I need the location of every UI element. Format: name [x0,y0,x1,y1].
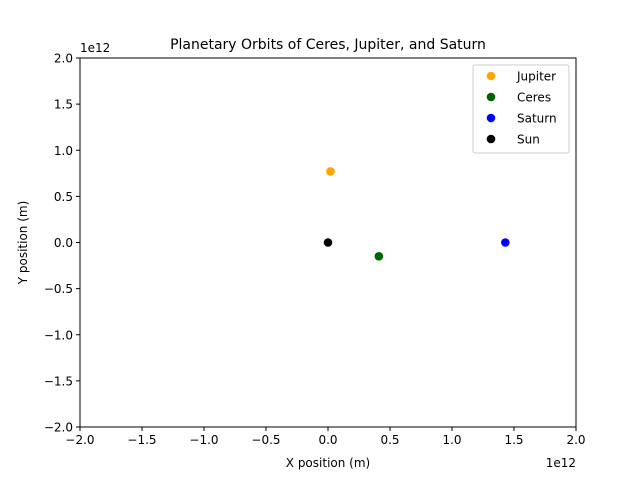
y-tick-label: 0.5 [54,190,73,204]
y-axis-label: Y position (m) [16,201,30,286]
legend: Jupiter Ceres Saturn Sun [472,64,570,154]
x-tick-label: 1.5 [504,433,523,447]
x-axis-label: X position (m) [286,456,370,470]
legend-label: Jupiter [516,70,556,84]
y-offset-label: 1e12 [80,41,110,55]
x-tick-label: −0.5 [251,433,280,447]
y-tick-label: 1.5 [54,98,73,112]
y-axis: −2.0 −1.5 −1.0 −0.5 0.0 0.5 1.0 1.5 2.0 [44,52,80,435]
y-tick-label: −0.5 [44,282,73,296]
x-tick-label: 0.0 [318,433,337,447]
data-point-ceres [374,252,384,261]
x-offset-label: 1e12 [546,456,576,470]
data-point-jupiter [326,167,335,176]
data-layer [323,167,510,261]
x-axis: −2.0 −1.5 −1.0 −0.5 0.0 0.5 1.0 1.5 2.0 [65,427,586,447]
y-tick-label: 0.0 [54,236,73,250]
legend-marker-saturn [486,113,496,123]
x-tick-label: 0.5 [380,433,399,447]
legend-marker-ceres [486,92,496,102]
legend-marker-jupiter [486,71,496,81]
y-tick-label: −1.5 [44,374,73,388]
chart-title: Planetary Orbits of Ceres, Jupiter, and … [170,37,486,53]
x-tick-label: 2.0 [566,433,585,447]
x-tick-label: 1.0 [442,433,461,447]
legend-label: Saturn [517,112,557,126]
y-tick-label: −2.0 [44,421,73,435]
legend-label: Ceres [517,91,551,105]
y-tick-label: −1.0 [44,328,73,342]
legend-label: Sun [517,133,540,147]
x-tick-label: −1.5 [127,433,156,447]
y-tick-label: 1.0 [54,144,73,158]
x-tick-label: −2.0 [65,433,94,447]
data-point-sun [323,238,333,247]
legend-marker-sun [486,134,496,144]
y-tick-label: 2.0 [54,52,73,66]
legend-box [472,64,570,154]
x-tick-label: −1.0 [189,433,218,447]
data-point-saturn [501,238,510,247]
